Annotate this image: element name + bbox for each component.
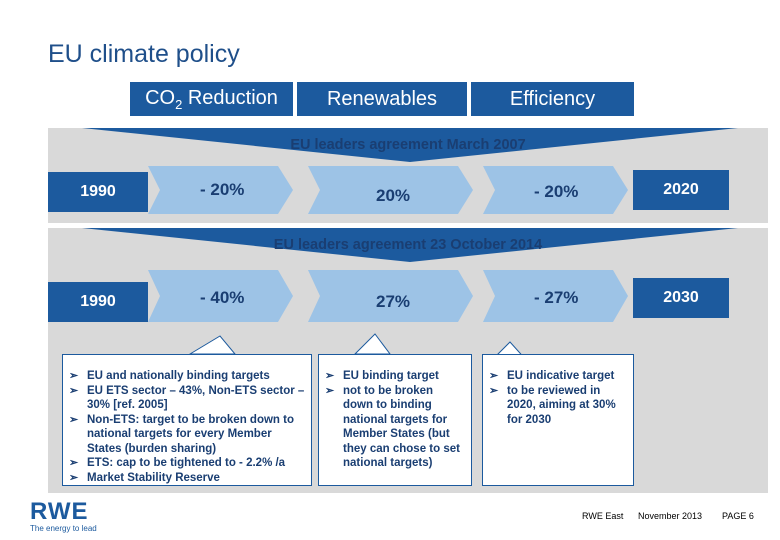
renewables-notes-box: EU binding target not to be broken down … (318, 354, 472, 486)
band-2007-renewables-value: 20% (376, 186, 411, 205)
tab-co2-reduction: CO2 Reduction (130, 82, 293, 116)
tab-renewables: Renewables (297, 82, 467, 116)
list-item: Market Stability Reserve (67, 471, 305, 486)
band-2007-arrows (148, 166, 628, 214)
band-2014-co2-value: - 40% (200, 288, 245, 307)
list-item: not to be broken down to binding nationa… (323, 384, 465, 471)
co2-notes-box: EU and nationally binding targets EU ETS… (62, 354, 312, 486)
band-2014-efficiency-value: - 27% (534, 288, 579, 307)
list-item: ETS: cap to be tightened to - 2.2% /a (67, 456, 305, 471)
list-item: EU indicative target (487, 369, 627, 384)
band-2007-efficiency-value: - 20% (534, 182, 579, 201)
tab-efficiency: Efficiency (471, 82, 634, 116)
page-title: EU climate policy (48, 40, 240, 68)
band-2014-arrows (148, 270, 628, 322)
footer-page: PAGE 6 (722, 511, 754, 521)
tab-efficiency-label: Efficiency (509, 87, 596, 110)
logo-tagline: The energy to lead (30, 524, 97, 533)
band-2007-co2-value: - 20% (200, 180, 245, 199)
band-2014-label: EU leaders agreement 23 October 2014 (273, 237, 543, 253)
footer-date: November 2013 (638, 511, 703, 521)
band-2007-end-year: 2020 (633, 170, 729, 210)
list-item: Non-ETS: target to be broken down to nat… (67, 413, 305, 457)
band-2007-chevron (82, 128, 738, 162)
footer-company: RWE East (582, 511, 624, 521)
band-2014-start-year: 1990 (48, 282, 148, 322)
efficiency-notes-box: EU indicative target to be reviewed in 2… (482, 354, 634, 486)
list-item: EU binding target (323, 369, 465, 384)
band-2007-label: EU leaders agreement March 2007 (290, 137, 526, 153)
list-item: to be reviewed in 2020, aiming at 30% fo… (487, 384, 627, 428)
tab-renewables-label: Renewables (326, 87, 438, 110)
band-2007-start-year: 1990 (48, 172, 148, 212)
band-2014-renewables-value: 27% (376, 292, 411, 311)
band-2014-end-year: 2030 (633, 278, 729, 318)
band-2014-chevron (82, 228, 738, 262)
list-item: EU ETS sector – 43%, Non-ETS sector – 30… (67, 384, 305, 413)
tab-co2-label: CO2 Reduction (145, 86, 278, 112)
rwe-logo: RWE The energy to lead (30, 498, 97, 533)
list-item: EU and nationally binding targets (67, 369, 305, 384)
